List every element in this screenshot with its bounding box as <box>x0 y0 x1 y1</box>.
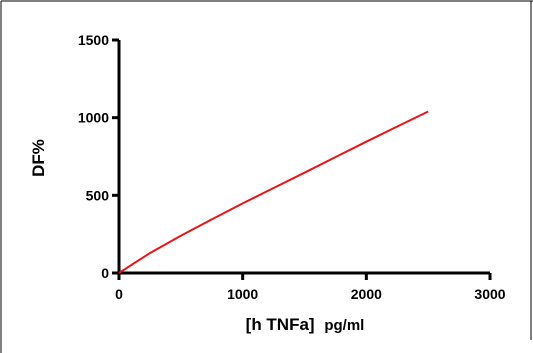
x-tick-label: 2000 <box>351 286 382 302</box>
x-tick-label: 0 <box>115 286 123 302</box>
x-axis-label: [h TNFa] pg/ml <box>246 315 365 334</box>
y-axis-ticks: 0 500 1000 1500 <box>78 32 119 281</box>
y-tick-label: 500 <box>86 187 110 203</box>
x-tick-label: 1000 <box>227 286 258 302</box>
x-axis-label-unit: pg/ml <box>324 317 364 334</box>
x-axis-ticks: 0 1000 2000 3000 <box>115 273 506 302</box>
series-line <box>118 110 429 274</box>
y-tick-label: 0 <box>101 265 109 281</box>
y-tick-label: 1000 <box>78 110 109 126</box>
y-axis-label: DF% <box>29 139 48 177</box>
x-axis-label-main: [h TNFa] <box>246 315 315 334</box>
x-tick-label: 3000 <box>474 286 505 302</box>
y-tick-label: 1500 <box>78 32 109 48</box>
series-layer <box>118 110 429 274</box>
